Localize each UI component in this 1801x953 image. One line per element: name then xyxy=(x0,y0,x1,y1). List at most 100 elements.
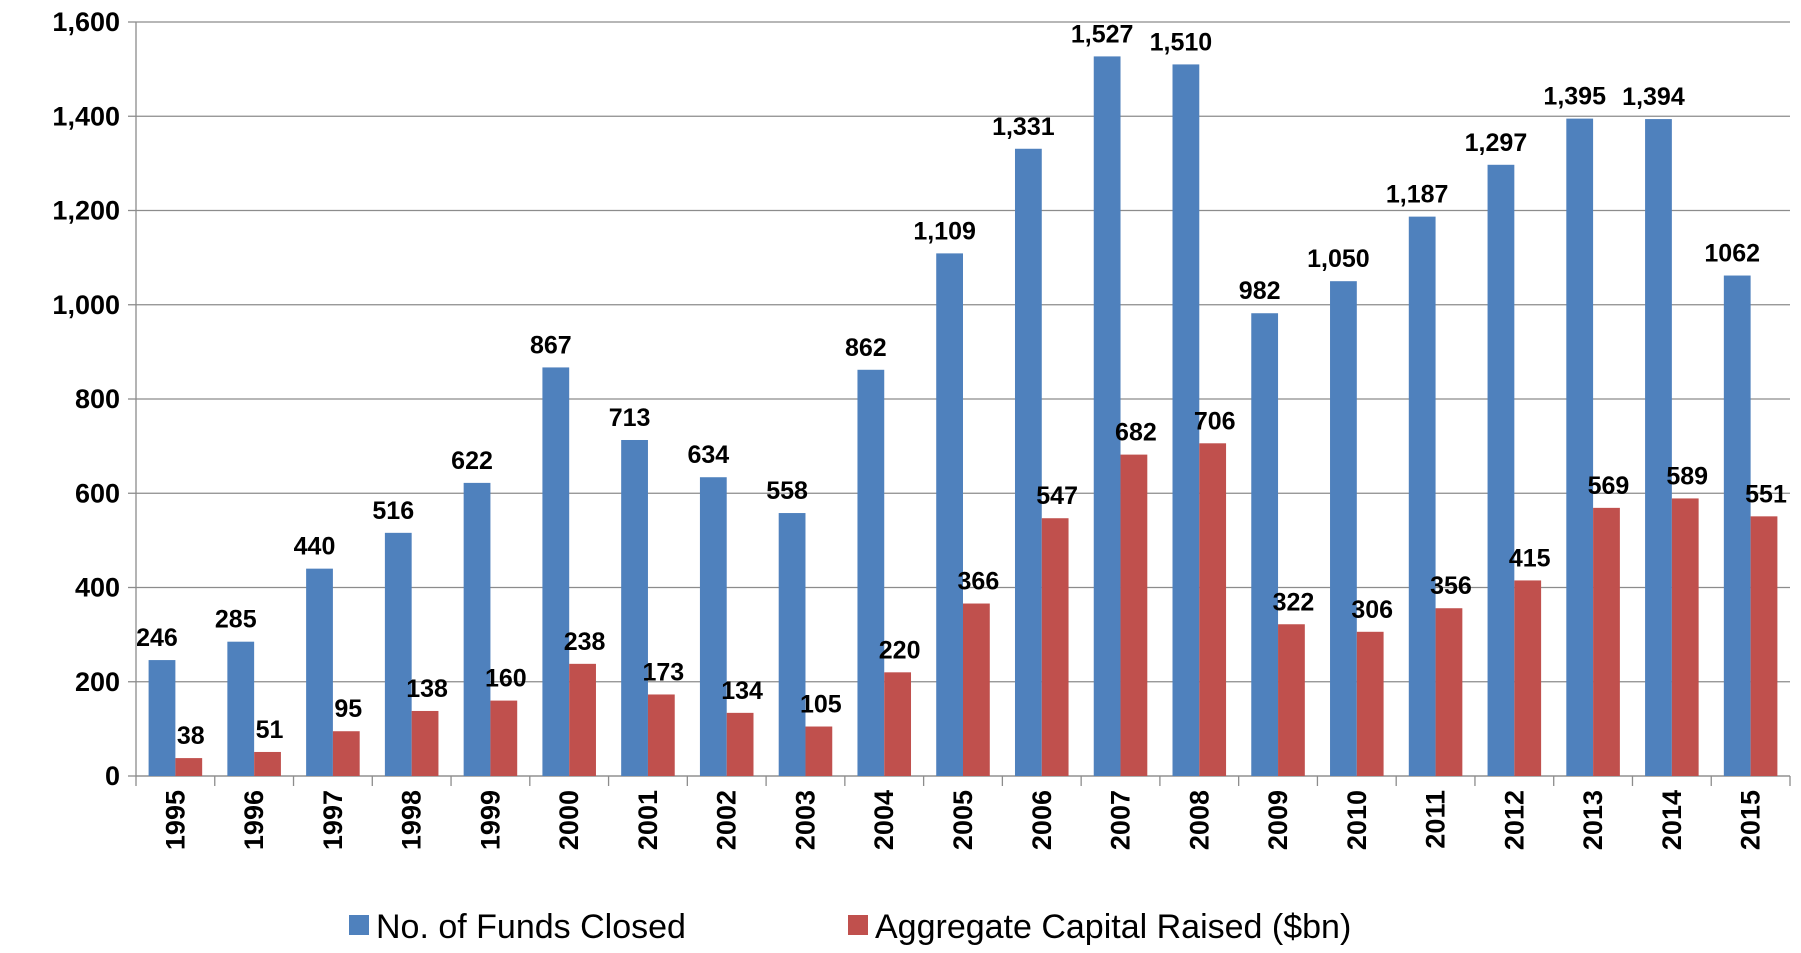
bar xyxy=(1750,516,1778,776)
y-tick-label: 600 xyxy=(75,478,120,508)
bar xyxy=(1278,624,1305,776)
data-label: 51 xyxy=(256,716,284,744)
bar xyxy=(411,710,439,776)
data-label: 440 xyxy=(294,533,336,561)
x-tick-label: 2015 xyxy=(1736,790,1766,850)
bar xyxy=(463,482,491,776)
data-label: 1,510 xyxy=(1150,28,1213,56)
data-label: 982 xyxy=(1239,277,1281,305)
bar xyxy=(805,726,833,776)
data-label: 38 xyxy=(177,722,205,750)
data-label: 1,331 xyxy=(992,113,1055,141)
x-tick-label: 2005 xyxy=(948,790,978,850)
x-tick-label: 2011 xyxy=(1421,790,1451,849)
x-tick-label: 2009 xyxy=(1263,790,1293,850)
bar xyxy=(1487,164,1515,776)
x-tick-label: 2010 xyxy=(1342,790,1372,850)
bar xyxy=(726,712,754,776)
x-tick-label: 1996 xyxy=(239,790,269,850)
bar xyxy=(1356,631,1384,776)
data-label: 867 xyxy=(530,331,572,359)
x-tick-label: 2003 xyxy=(790,790,820,850)
data-label: 682 xyxy=(1115,419,1157,447)
bar xyxy=(1645,119,1672,776)
y-tick-label: 1,200 xyxy=(52,196,120,226)
bar xyxy=(963,603,990,776)
data-label: 547 xyxy=(1036,482,1078,510)
data-label: 160 xyxy=(485,665,527,693)
data-label: 138 xyxy=(406,675,448,703)
bar xyxy=(1014,148,1042,777)
legend-swatch xyxy=(349,915,369,935)
data-label: 1,297 xyxy=(1465,129,1528,157)
legend-label: Aggregate Capital Raised ($bn) xyxy=(875,908,1351,946)
data-label: 862 xyxy=(845,334,887,362)
data-label: 238 xyxy=(564,628,606,656)
bar xyxy=(699,477,727,776)
x-tick-label: 1997 xyxy=(318,790,348,850)
legend-label: No. of Funds Closed xyxy=(376,908,686,946)
bar xyxy=(490,700,518,776)
data-label: 1,394 xyxy=(1622,83,1685,111)
bar xyxy=(857,369,885,776)
data-label: 105 xyxy=(800,691,842,719)
x-tick-label: 2008 xyxy=(1184,790,1214,850)
data-label: 134 xyxy=(721,677,763,705)
data-label: 516 xyxy=(372,497,414,525)
bar xyxy=(621,439,648,776)
bar xyxy=(1172,64,1200,777)
bar xyxy=(778,513,806,776)
data-label: 95 xyxy=(334,695,362,723)
bar xyxy=(542,367,570,776)
data-label: 1,109 xyxy=(913,217,976,245)
y-tick-label: 200 xyxy=(75,667,120,697)
y-tick-label: 1,000 xyxy=(52,290,120,320)
data-label: 551 xyxy=(1745,480,1787,508)
data-label: 569 xyxy=(1588,472,1630,500)
data-label: 1,050 xyxy=(1307,245,1370,273)
bar xyxy=(936,253,963,777)
x-tick-label: 2006 xyxy=(1027,790,1057,850)
bar xyxy=(384,532,412,776)
data-label: 706 xyxy=(1194,407,1236,435)
y-tick-label: 0 xyxy=(105,761,120,791)
bar xyxy=(1041,518,1069,776)
y-tick-label: 800 xyxy=(75,384,120,414)
data-label: 1,527 xyxy=(1071,20,1134,48)
data-label: 634 xyxy=(687,441,729,469)
data-label: 1,187 xyxy=(1386,181,1449,209)
data-label: 322 xyxy=(1273,588,1315,616)
data-label: 558 xyxy=(766,477,808,505)
data-label: 246 xyxy=(136,624,178,652)
data-label: 415 xyxy=(1509,544,1551,572)
bar xyxy=(1120,454,1148,776)
bar xyxy=(884,672,912,776)
data-label: 713 xyxy=(609,404,651,432)
bar xyxy=(1435,608,1463,776)
bar xyxy=(1514,580,1542,776)
data-label: 356 xyxy=(1430,572,1472,600)
x-tick-label: 2000 xyxy=(554,790,584,850)
data-label: 285 xyxy=(215,606,257,634)
data-label: 622 xyxy=(451,447,493,475)
y-tick-label: 1,600 xyxy=(52,7,120,37)
data-label: 173 xyxy=(642,658,684,686)
bar xyxy=(1723,275,1751,776)
x-tick-label: 1995 xyxy=(160,790,190,850)
bar xyxy=(1093,56,1121,777)
bar xyxy=(1593,507,1620,776)
bar xyxy=(175,758,203,776)
y-tick-label: 1,400 xyxy=(52,101,120,131)
data-label: 1062 xyxy=(1704,240,1760,268)
x-tick-label: 2002 xyxy=(712,790,742,850)
bar xyxy=(1251,313,1279,776)
data-label: 306 xyxy=(1351,596,1393,624)
bar xyxy=(227,641,255,776)
legend-swatch xyxy=(848,915,868,935)
bar xyxy=(332,731,360,776)
x-tick-label: 2001 xyxy=(633,790,663,850)
data-label: 220 xyxy=(879,636,921,664)
bar xyxy=(1566,118,1594,776)
data-label: 366 xyxy=(958,568,1000,596)
x-tick-label: 2013 xyxy=(1578,790,1608,850)
